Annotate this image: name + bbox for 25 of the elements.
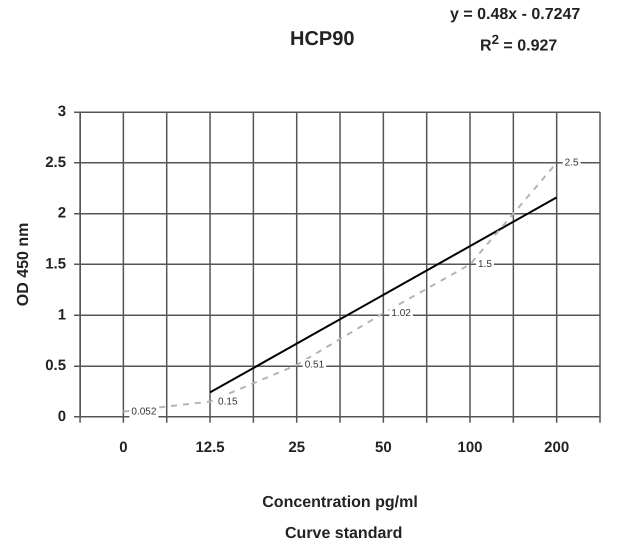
x-tick-label: 100 (457, 438, 483, 456)
y-tick-label: 1.5 (45, 256, 66, 273)
data-label: 1.02 (391, 308, 412, 319)
data-label: 0.052 (131, 406, 157, 418)
data-label: 0.15 (218, 396, 238, 408)
data-label: 2.5 (564, 158, 580, 169)
y-tick-label: 2 (58, 204, 66, 222)
text: y = 0.48x - 0.7247 (450, 6, 580, 24)
x-tick-label: 200 (544, 438, 570, 456)
x-tick-label: 0 (119, 438, 128, 456)
y-tick-label: 2.5 (45, 154, 66, 171)
data-label: 0.51 (304, 360, 325, 371)
x-axis-title: Concentration pg/ml (262, 494, 418, 511)
data-label: 1.5 (478, 259, 492, 270)
y-tick-label: 0.5 (45, 357, 66, 374)
x-tick-label: 12.5 (195, 438, 225, 456)
chart-title: HCP90 (290, 28, 354, 51)
y-axis-title: OD 450 nm (15, 222, 32, 306)
text: R$^{2}$ = 0.927 (480, 32, 558, 56)
x-tick-label: 25 (288, 438, 306, 456)
x-tick-label: 50 (375, 438, 392, 456)
y-tick-label: 3 (58, 103, 66, 120)
y-tick-label: 1 (58, 306, 66, 324)
y-tick-label: 0 (58, 408, 66, 425)
text: Curve standard (285, 525, 402, 543)
